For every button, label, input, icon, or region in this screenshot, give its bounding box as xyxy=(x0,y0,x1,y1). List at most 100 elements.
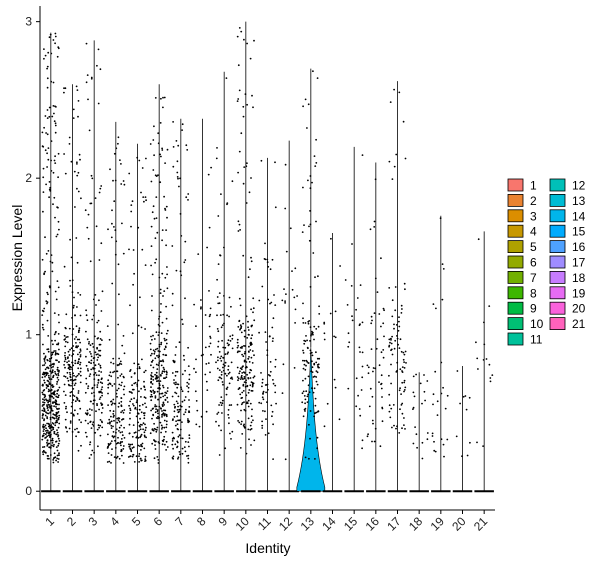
data-point xyxy=(239,327,242,330)
data-point xyxy=(55,446,58,448)
data-point xyxy=(74,409,76,412)
data-point xyxy=(123,352,126,355)
data-point xyxy=(251,390,254,392)
data-point xyxy=(242,254,245,257)
data-point xyxy=(174,391,177,394)
data-point xyxy=(122,335,125,337)
data-point xyxy=(139,423,142,426)
data-point xyxy=(96,386,99,389)
data-point xyxy=(166,329,169,332)
data-point xyxy=(239,229,242,231)
data-point xyxy=(314,404,317,407)
data-point xyxy=(119,442,121,445)
data-point xyxy=(99,343,102,346)
data-point xyxy=(57,426,60,429)
data-point xyxy=(115,147,118,150)
data-point xyxy=(51,425,53,428)
data-point xyxy=(47,388,50,391)
data-point xyxy=(176,160,179,163)
data-point xyxy=(72,117,75,119)
data-point xyxy=(216,147,218,149)
data-point xyxy=(86,319,89,322)
data-point xyxy=(149,143,152,145)
data-point xyxy=(51,422,54,424)
data-point xyxy=(274,384,277,387)
data-point xyxy=(323,322,326,325)
data-point xyxy=(398,320,400,323)
data-point xyxy=(91,387,94,390)
data-point xyxy=(247,399,250,402)
data-point xyxy=(252,106,254,109)
data-point xyxy=(159,153,162,156)
data-point xyxy=(241,372,244,374)
data-point xyxy=(87,387,89,390)
data-point xyxy=(130,398,133,401)
data-point xyxy=(149,342,152,345)
data-point xyxy=(65,407,67,410)
data-point xyxy=(283,288,285,290)
data-point xyxy=(187,383,190,385)
data-point xyxy=(221,399,224,402)
data-point xyxy=(42,343,44,346)
data-point xyxy=(226,342,229,345)
data-point xyxy=(173,410,176,413)
data-point xyxy=(374,367,377,370)
data-point xyxy=(100,402,102,404)
data-point xyxy=(47,374,50,377)
data-point xyxy=(245,381,247,384)
data-point xyxy=(334,386,337,389)
data-point xyxy=(315,220,317,223)
data-point xyxy=(79,348,82,351)
data-point xyxy=(183,399,186,402)
data-point xyxy=(369,228,372,231)
data-point xyxy=(250,308,253,311)
data-point xyxy=(49,446,52,448)
data-point xyxy=(312,391,315,394)
data-point xyxy=(379,445,382,448)
data-point xyxy=(84,391,87,394)
data-point xyxy=(116,364,119,366)
data-point xyxy=(155,196,158,199)
data-point xyxy=(245,202,248,204)
data-point xyxy=(208,226,211,229)
x-tick-label: 12 xyxy=(276,514,296,534)
data-point xyxy=(243,423,246,426)
data-point xyxy=(54,155,56,158)
data-point xyxy=(43,307,46,310)
data-point xyxy=(42,176,45,179)
data-point xyxy=(53,159,56,162)
data-point xyxy=(44,414,47,417)
data-point xyxy=(109,442,112,445)
data-point xyxy=(141,442,144,445)
data-point xyxy=(53,120,56,123)
data-point xyxy=(119,431,122,434)
data-point xyxy=(426,380,429,382)
data-point xyxy=(127,456,130,458)
data-point xyxy=(150,390,153,393)
data-point xyxy=(382,307,385,310)
data-point xyxy=(230,376,233,379)
data-point xyxy=(74,428,76,431)
data-point xyxy=(44,451,47,454)
data-point xyxy=(157,462,160,464)
data-point xyxy=(120,411,122,414)
data-point xyxy=(151,295,153,297)
data-point xyxy=(71,382,74,385)
data-point xyxy=(302,379,304,382)
data-point xyxy=(57,176,59,179)
data-point xyxy=(160,341,163,344)
data-point xyxy=(150,374,152,376)
data-point xyxy=(228,382,231,385)
data-point xyxy=(150,245,153,248)
data-point xyxy=(373,440,376,443)
data-point xyxy=(99,68,102,71)
data-point xyxy=(68,365,71,367)
data-point xyxy=(176,386,179,389)
data-point xyxy=(230,404,233,406)
data-point xyxy=(63,375,65,377)
data-point xyxy=(218,351,221,353)
data-point xyxy=(69,375,72,378)
data-point xyxy=(129,455,132,457)
data-point xyxy=(224,447,227,450)
data-point xyxy=(139,445,141,447)
